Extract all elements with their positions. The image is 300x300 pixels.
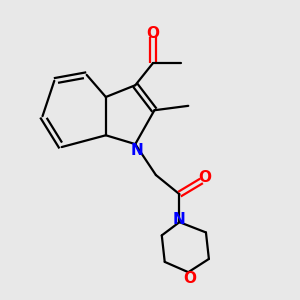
Text: O: O [146,26,159,40]
Text: O: O [198,170,211,185]
Text: N: N [130,143,143,158]
Text: N: N [173,212,186,227]
Text: O: O [183,271,196,286]
